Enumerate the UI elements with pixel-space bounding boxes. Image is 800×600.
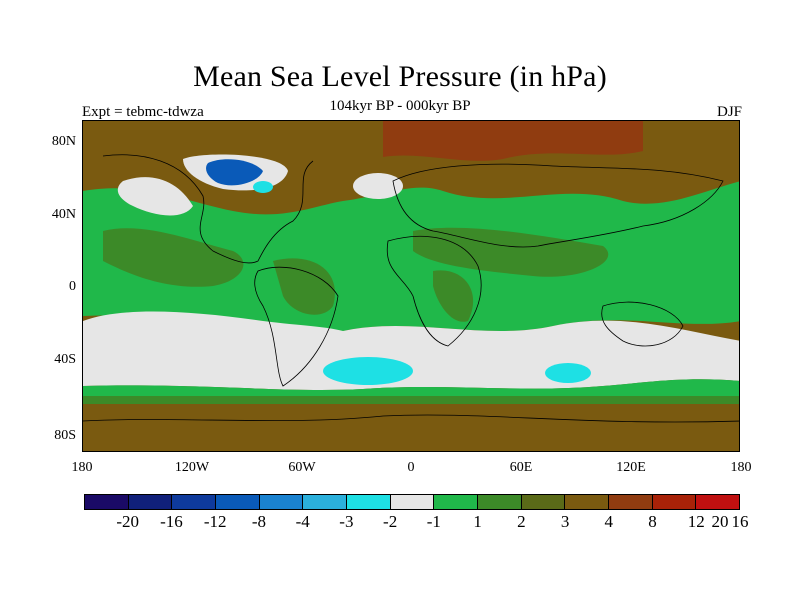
lat-label: 40S [54, 352, 76, 367]
colorbar-swatch [434, 495, 479, 509]
colorbar-label: 20 [711, 512, 729, 531]
colorbar-label: -1 [426, 512, 441, 531]
colorbar-swatch [347, 495, 391, 509]
colorbar-label: 1 [473, 512, 482, 531]
southern-dark-green-rim [83, 396, 739, 404]
colorbar-label: 8 [648, 512, 657, 531]
chart-subtitle: 104kyr BP - 000kyr BP [329, 98, 471, 114]
colorbar-swatch [390, 495, 435, 509]
colorbar-swatch [521, 495, 566, 509]
colorbar-swatch [565, 495, 610, 509]
tropical-band [83, 181, 739, 335]
colorbar-label: 16 [731, 512, 749, 531]
lat-label: 0 [69, 279, 76, 294]
south-atlantic-cyan [323, 357, 413, 385]
lat-label: 40N [51, 207, 76, 222]
indian-ocean-cyan [545, 363, 591, 383]
colorbar-label: -20 [116, 512, 140, 531]
colorbar-label: -8 [251, 512, 266, 531]
colorbar-swatch [696, 495, 740, 509]
lat-label: 80S [54, 428, 76, 443]
lon-label: 60E [509, 460, 533, 475]
lon-label: 0 [407, 460, 415, 475]
pacific-patch [103, 228, 244, 287]
lon-label: 60W [288, 460, 316, 475]
north-high-band [383, 121, 643, 161]
season-label: DJF [716, 104, 742, 120]
colorbar-label: -4 [295, 512, 310, 531]
coastlines [83, 154, 739, 423]
africa-patch [433, 270, 474, 322]
colorbar-swatch [478, 495, 522, 509]
lon-label: 180 [71, 460, 93, 475]
chart-title: Mean Sea Level Pressure (in hPa) [193, 60, 607, 93]
hudson-low [206, 159, 263, 186]
south-america-patch [273, 258, 335, 315]
colorbar-label: -16 [160, 512, 183, 531]
lat-label: 80N [51, 134, 76, 149]
lon-label: 180 [730, 460, 752, 475]
labrador-cyan [253, 181, 273, 193]
map-canvas [83, 121, 739, 451]
colorbar [84, 494, 740, 510]
southern-green-rim [83, 379, 739, 401]
colorbar-swatch [303, 495, 348, 509]
colorbar-label: 3 [560, 512, 570, 531]
lon-label: 120W [174, 460, 210, 475]
colorbar-label: 4 [604, 512, 614, 531]
asia-patch [413, 227, 609, 277]
colorbar-label: 12 [687, 512, 705, 531]
colorbar-label: -2 [383, 512, 398, 531]
colorbar-label: -3 [339, 512, 354, 531]
colorbar-label: -12 [203, 512, 227, 531]
north-atlantic-white [353, 173, 403, 199]
colorbar-swatch [216, 495, 260, 509]
lon-label: 120E [616, 460, 646, 475]
colorbar-swatch [128, 495, 173, 509]
colorbar-label: 2 [517, 512, 526, 531]
north-pacific-white [117, 177, 193, 216]
pressure-map [82, 120, 740, 452]
colorbar-swatch [172, 495, 217, 509]
colorbar-swatch [85, 495, 129, 509]
colorbar-swatch [609, 495, 653, 509]
colorbar-swatch [259, 495, 304, 509]
experiment-label: Expt = tebmc-tdwza [82, 104, 204, 120]
colorbar-swatch [652, 495, 697, 509]
